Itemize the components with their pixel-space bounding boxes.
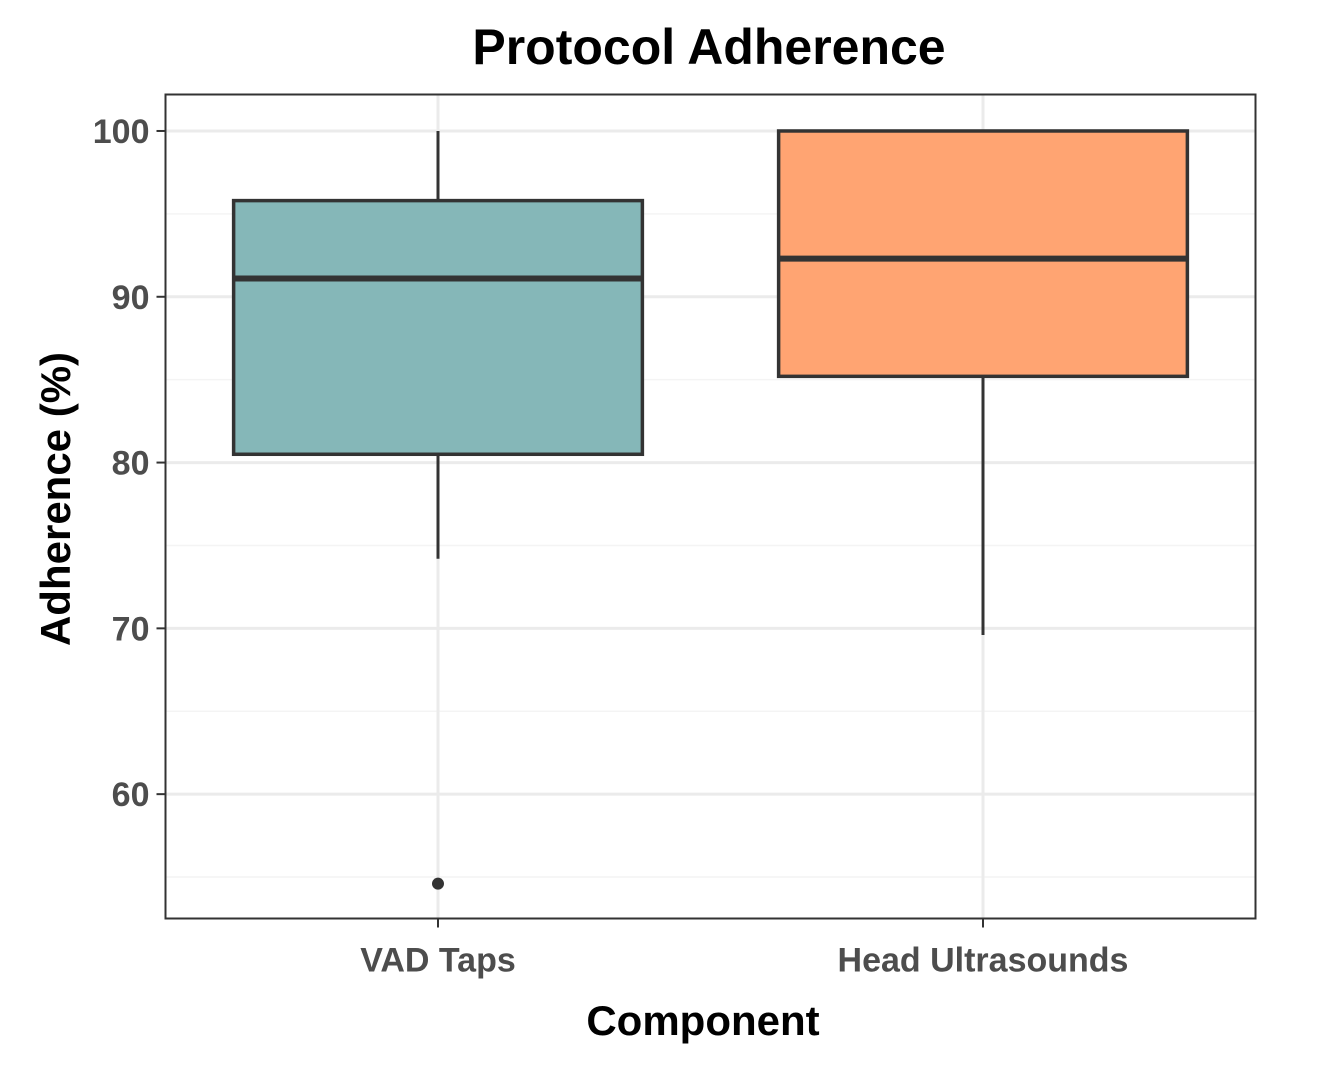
y-axis: 60 70 80 90 100 [93,113,166,814]
y-axis-title: Adherence (%) [32,352,79,646]
y-tick-label: 90 [112,279,150,317]
iqr-box [776,129,1190,379]
x-axis-title: Component [586,997,819,1044]
box-head-ultrasounds [776,129,1190,635]
x-axis: VAD Taps Head Ultrasounds [360,918,1129,980]
y-tick-label: 60 [112,776,150,814]
iqr-box [231,198,645,457]
y-tick-label: 70 [112,610,150,648]
plot-layer [231,129,1190,890]
y-tick-label: 80 [112,445,150,483]
panel-border [164,93,1257,920]
x-tick-label: VAD Taps [360,942,516,980]
x-tick-label: Head Ultrasounds [838,942,1129,980]
outlier-point [432,877,444,890]
box-vad-taps [231,130,645,890]
chart-title: Protocol Adherence [472,19,945,75]
y-tick-label: 100 [93,113,150,151]
